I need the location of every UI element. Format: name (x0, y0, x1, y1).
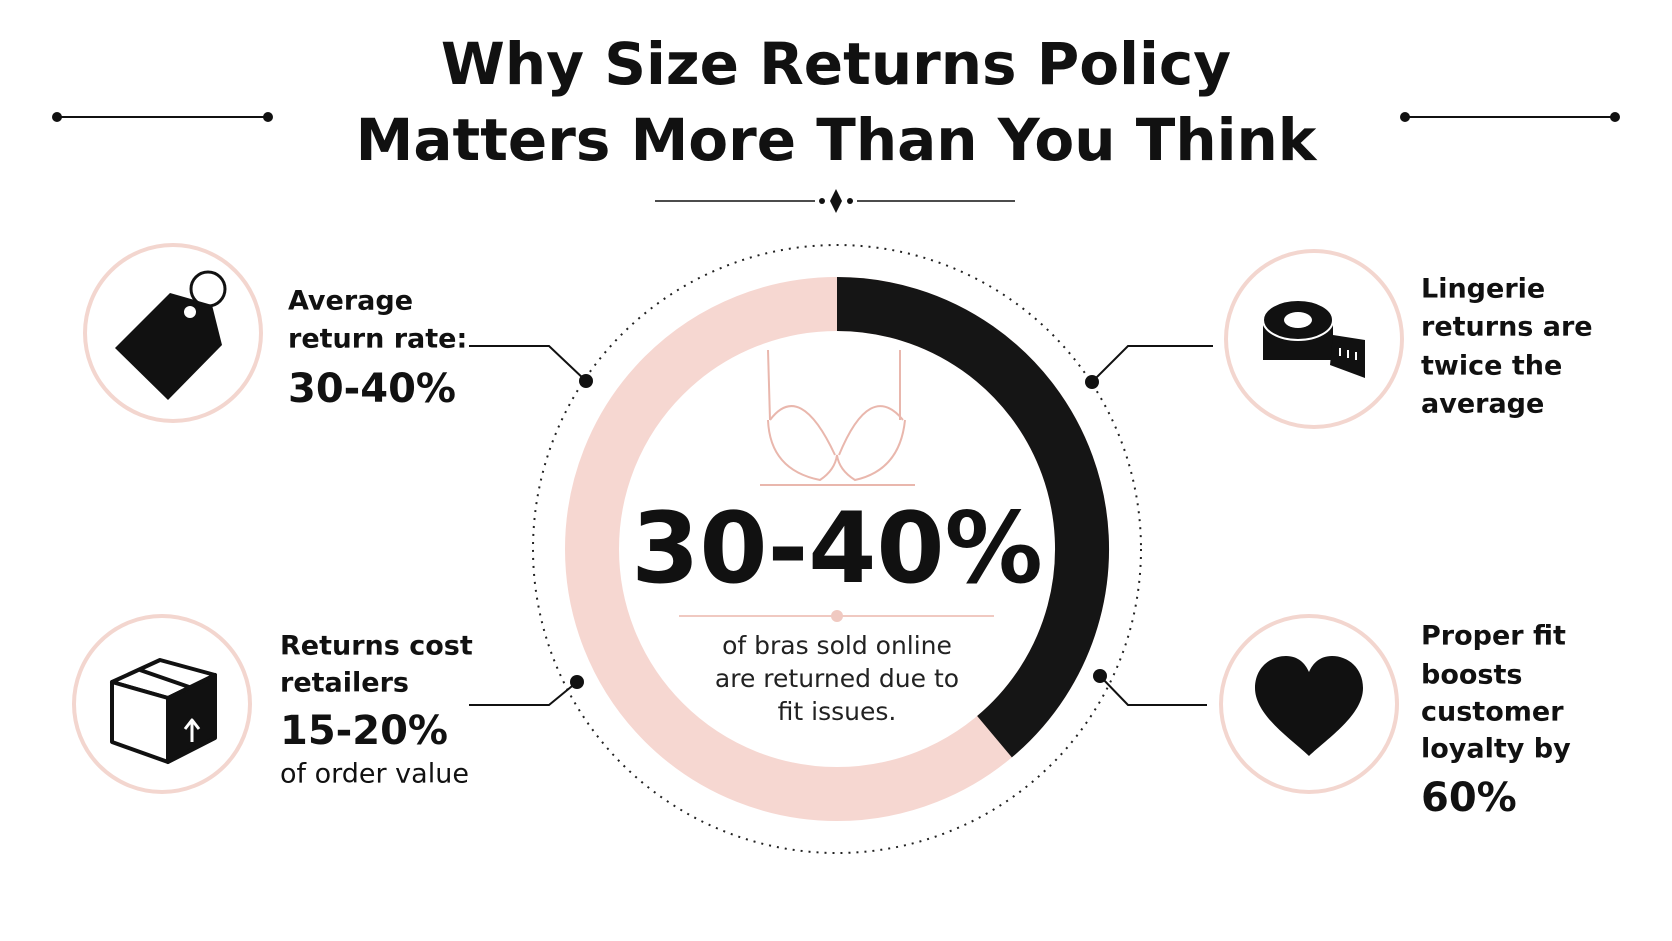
fact-text: customer (1421, 697, 1564, 728)
title-line: Matters More Than You Think (356, 106, 1318, 174)
center-stat: 30-40% (631, 492, 1043, 606)
stat-divider (679, 610, 994, 622)
title-line: Why Size Returns Policy (441, 30, 1231, 98)
fact-text: average (1421, 389, 1544, 420)
bra-icon (760, 349, 915, 486)
fact-highlight: 30-40% (288, 366, 456, 412)
donut (532, 244, 1142, 854)
header-decoration (52, 112, 1620, 213)
fact-highlight: 60% (1421, 775, 1517, 821)
fact-text: retailers (280, 668, 409, 699)
connectors (469, 345, 1213, 706)
fact-text: Average (288, 286, 413, 317)
fact-text: twice the (1421, 351, 1562, 382)
fact-text: Proper fit (1421, 621, 1566, 652)
center-caption: fit issues. (778, 697, 897, 726)
tape-icon (1262, 299, 1365, 378)
tag-icon (115, 270, 227, 400)
fact-text: return rate: (288, 324, 467, 355)
fact-text: loyalty by (1421, 734, 1571, 765)
heart-icon (1255, 656, 1363, 756)
fact-text: Lingerie (1421, 274, 1545, 305)
fact-text: returns are (1421, 312, 1593, 343)
center-caption: are returned due to (715, 664, 959, 693)
fact-text: of order value (280, 759, 469, 790)
fact-text: Returns cost (280, 631, 473, 662)
box-icon (110, 658, 217, 764)
center-caption: of bras sold online (722, 631, 952, 660)
fact-highlight: 15-20% (280, 708, 448, 754)
fact-text: boosts (1421, 660, 1522, 691)
